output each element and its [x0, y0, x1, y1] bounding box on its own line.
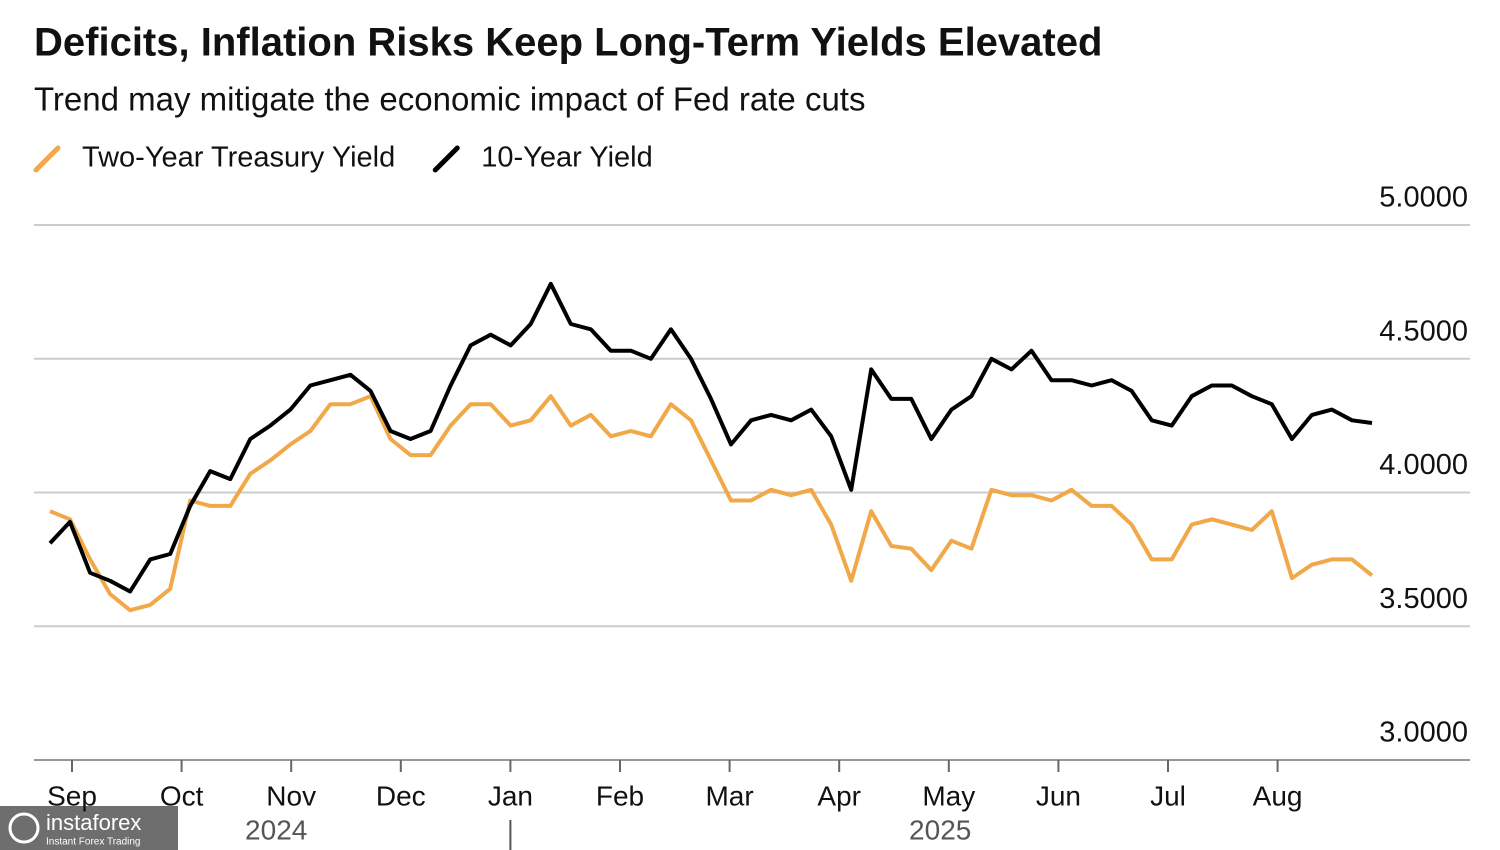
y-tick-label: 5.0000 — [1379, 182, 1468, 214]
chart-title: Deficits, Inflation Risks Keep Long-Term… — [34, 21, 1102, 65]
x-tick-label: Jan — [488, 780, 533, 811]
legend-swatch — [432, 145, 460, 173]
legend-label: 10-Year Yield — [481, 142, 652, 174]
year-label: 2025 — [909, 814, 971, 845]
x-tick-label: Aug — [1253, 780, 1303, 811]
watermark-box — [0, 806, 178, 850]
watermark: instaforex Instant Forex Trading — [0, 806, 178, 850]
series-line — [48, 281, 1373, 594]
watermark-icon — [8, 812, 40, 844]
y-tick-label: 4.0000 — [1379, 449, 1468, 481]
legend-label: Two-Year Treasury Yield — [82, 142, 395, 174]
y-tick-label: 4.5000 — [1379, 315, 1468, 347]
watermark-brand: instaforex — [46, 810, 141, 835]
x-tick-label: Sep — [47, 780, 97, 811]
y-tick-label: 3.0000 — [1379, 717, 1468, 749]
x-tick-label: Mar — [705, 780, 753, 811]
x-tick-label: Dec — [376, 780, 426, 811]
chart-subtitle: Trend may mitigate the economic impact o… — [34, 81, 865, 118]
x-tick-label: Nov — [266, 780, 316, 811]
x-tick-label: May — [922, 780, 975, 811]
x-tick-label: Feb — [596, 780, 644, 811]
watermark-tagline: Instant Forex Trading — [46, 837, 141, 848]
x-tick-label: Jun — [1036, 780, 1081, 811]
legend-swatch — [33, 145, 61, 173]
series-line — [49, 394, 1374, 613]
x-tick-label: Jul — [1150, 780, 1186, 811]
y-tick-label: 3.5000 — [1379, 583, 1468, 615]
x-tick-label: Apr — [817, 780, 861, 811]
x-tick-label: Oct — [160, 780, 204, 811]
year-label: 2024 — [245, 814, 307, 845]
